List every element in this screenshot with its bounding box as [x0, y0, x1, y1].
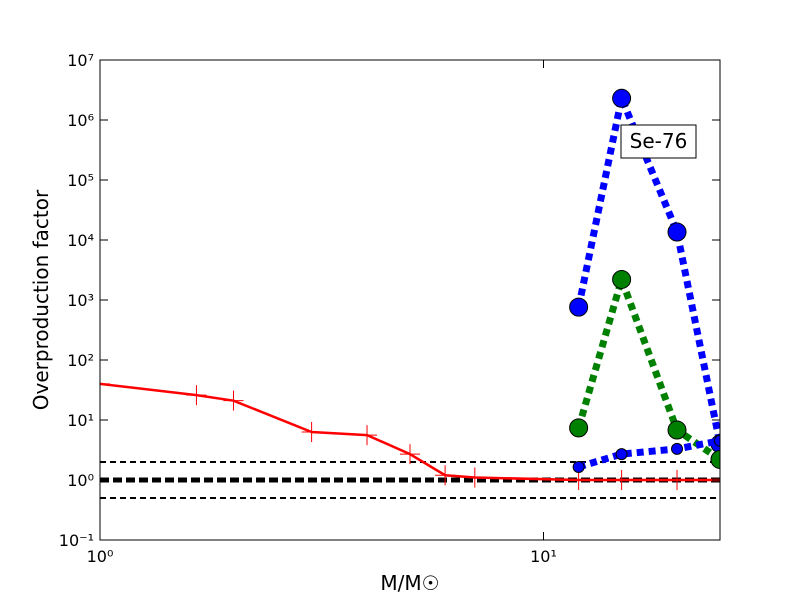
plus-marker [667, 470, 688, 490]
circle-marker [615, 448, 628, 461]
plus-marker [435, 465, 456, 486]
annotation: Se-76 [630, 129, 688, 153]
y-tick-label: 10² [67, 351, 94, 370]
y-tick-label: 10⁵ [67, 171, 94, 190]
annotation-box [620, 124, 697, 159]
circle-marker [569, 297, 589, 317]
y-tick-label: 10¹ [67, 411, 94, 430]
series-line [577, 437, 720, 471]
x-tick-label: 10¹ [530, 547, 557, 566]
circle-marker [569, 418, 589, 438]
circle-marker [572, 460, 585, 473]
y-tick-label: 10⁴ [67, 231, 94, 250]
plus-marker [186, 385, 207, 406]
y-tick-label: 10³ [67, 291, 94, 310]
plus-marker [100, 373, 110, 394]
circle-marker [667, 420, 687, 440]
plus-marker [611, 470, 632, 490]
plus-marker [223, 390, 244, 411]
circle-marker [671, 442, 684, 455]
plus-marker [464, 467, 485, 488]
x-tick-label: 10⁰ [87, 547, 114, 566]
circle-marker [612, 269, 632, 289]
plus-marker [357, 425, 378, 446]
circle-marker [612, 88, 632, 108]
y-tick-label: 10⁻¹ [59, 531, 94, 550]
x-axis-label: M/M☉ [380, 571, 439, 595]
circle-marker [714, 434, 720, 447]
circle-marker [667, 222, 687, 242]
y-tick-label: 10⁶ [67, 111, 94, 130]
circle-marker [710, 449, 720, 469]
plus-marker [301, 422, 322, 443]
y-axis-label: Overproduction factor [29, 189, 53, 410]
plus-marker [400, 444, 420, 465]
y-tick-label: 10⁷ [67, 51, 94, 70]
plus-marker [568, 470, 589, 490]
y-tick-label: 10⁰ [67, 471, 94, 490]
